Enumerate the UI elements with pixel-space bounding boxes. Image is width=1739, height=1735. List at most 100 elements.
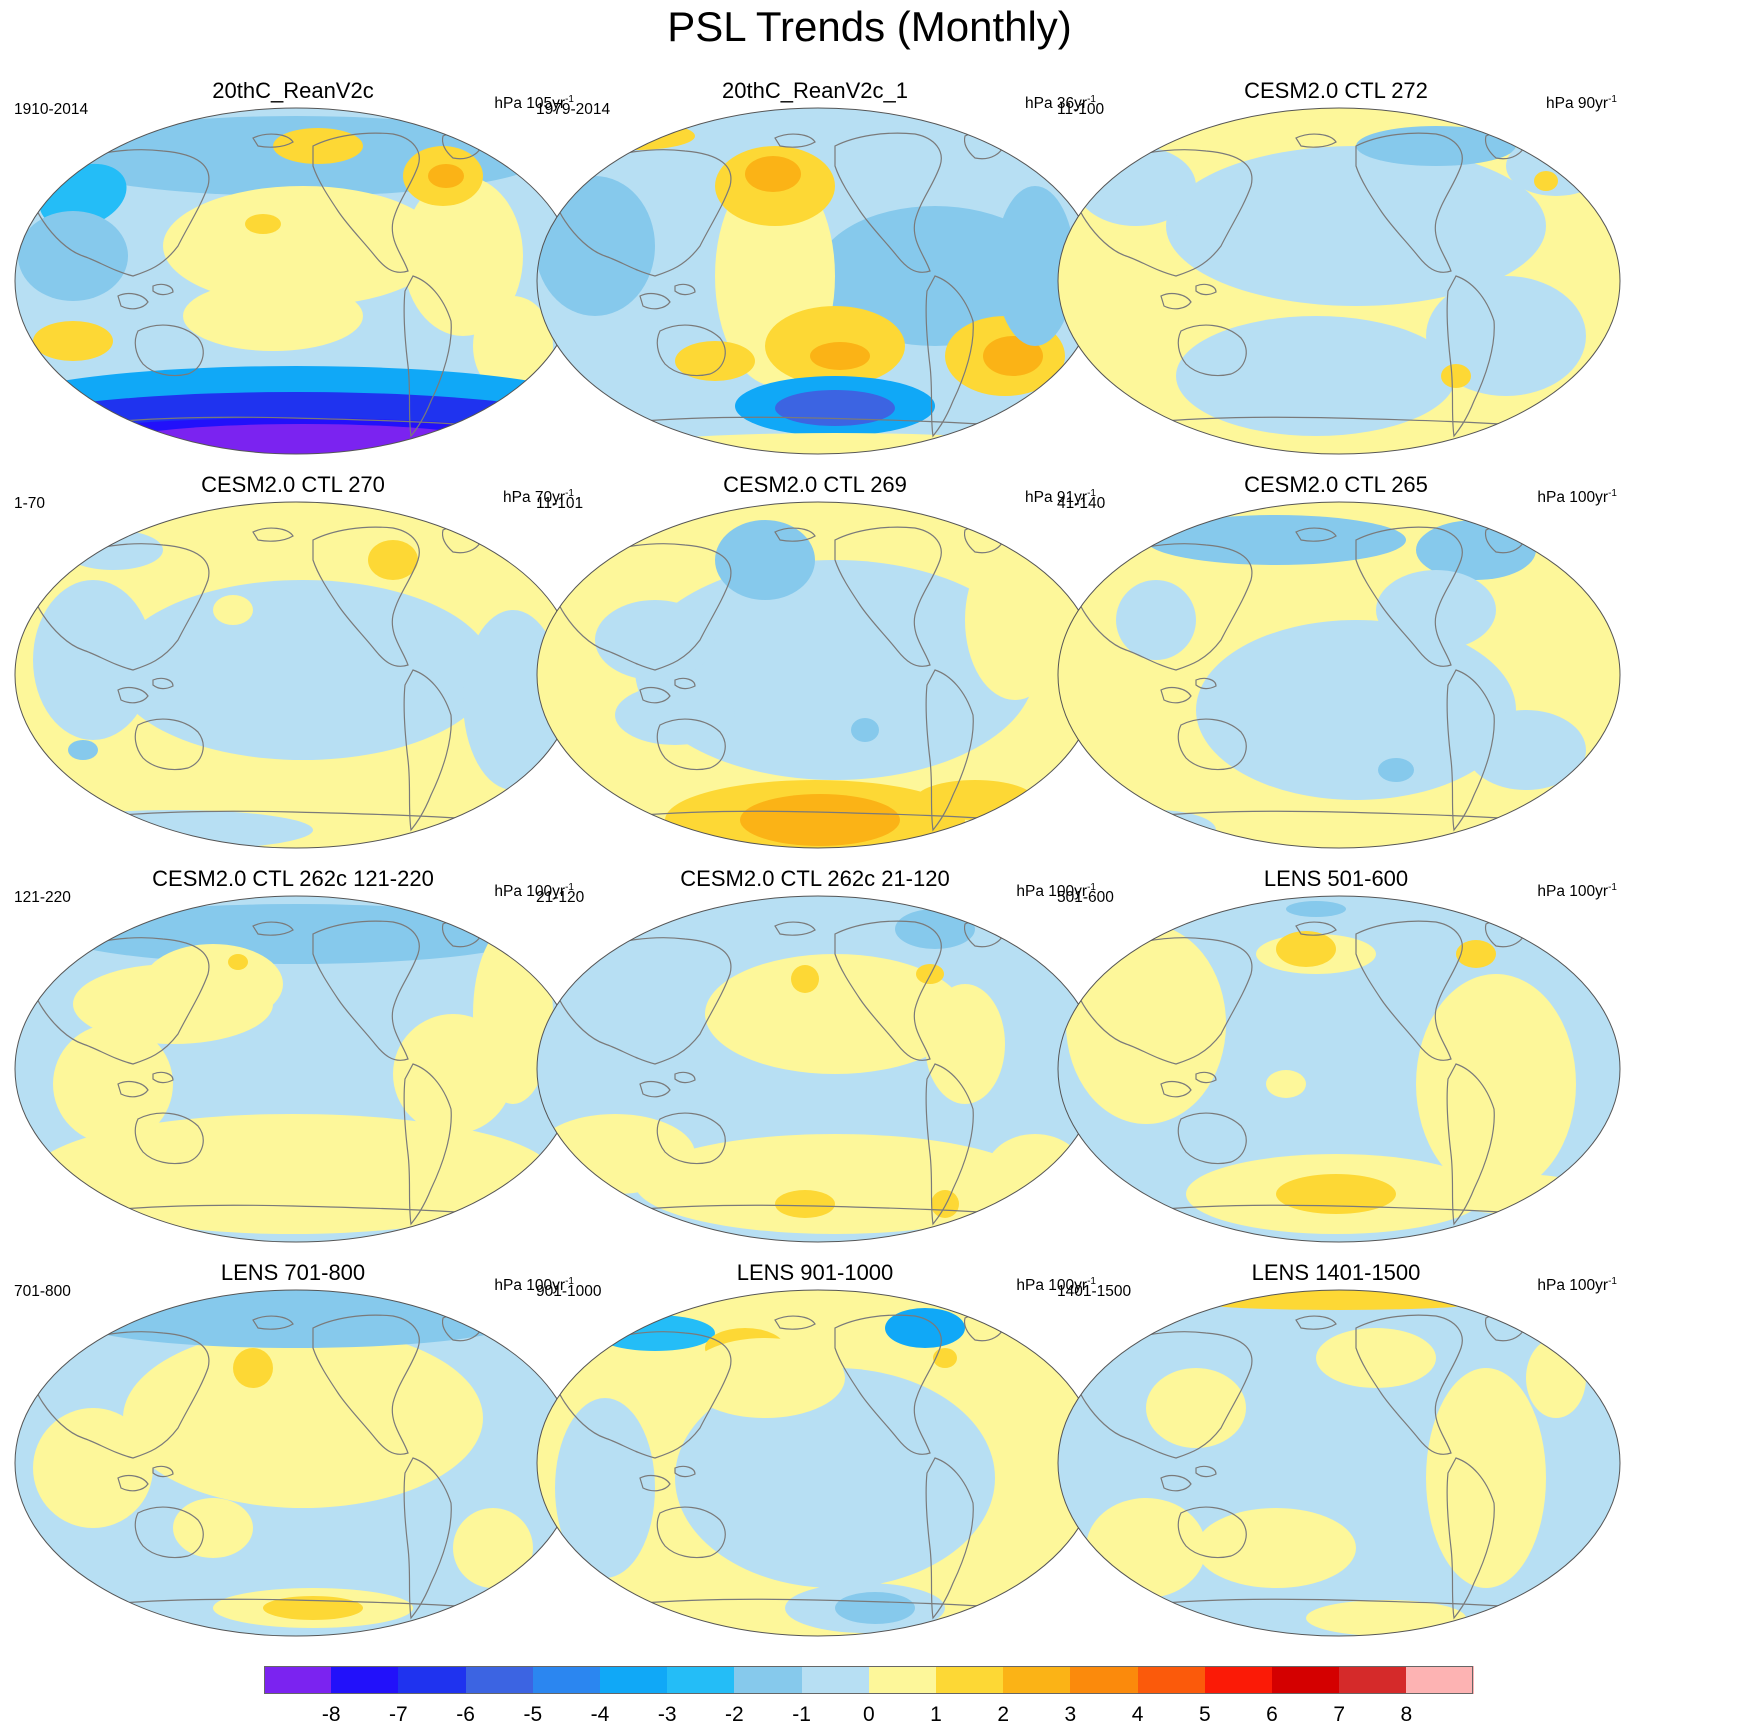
colorbar-box: [465, 1666, 533, 1694]
anomaly-region: [705, 954, 965, 1074]
colorbar-tick-label: -3: [657, 1703, 677, 1726]
coastline: [1446, 1457, 1495, 1620]
coastline: [639, 292, 671, 310]
anomaly-region: [1436, 1174, 1596, 1214]
units-text: hPa 105yr: [494, 95, 566, 112]
colorbar: [264, 1666, 1474, 1696]
anomaly-region: [1146, 515, 1406, 565]
anomaly-region: [183, 281, 363, 351]
map-panel: CESM2.0 CTL 269 11-101 hPa 91yr-1: [526, 472, 1104, 862]
world-map: [536, 1289, 1100, 1637]
anomaly-region: [775, 1190, 835, 1218]
colorbar-tick-label: 3: [1064, 1703, 1077, 1726]
units-exponent: -1: [1087, 94, 1096, 105]
coastline: [1446, 275, 1495, 438]
coastline: [1160, 292, 1192, 310]
anomaly-region: [1176, 316, 1456, 436]
anomaly-region: [1286, 901, 1346, 917]
coastline: [1177, 324, 1247, 377]
panel-period: 1979-2014: [536, 101, 611, 118]
panel-period: 11-100: [1057, 101, 1105, 118]
coastline: [403, 275, 452, 438]
coastline: [639, 1080, 671, 1098]
anomaly-region: [537, 176, 655, 316]
coastline: [117, 686, 149, 704]
units-exponent: -1: [1608, 1276, 1617, 1287]
units-exponent: -1: [565, 488, 574, 499]
panel-units: hPa 100yr-1: [494, 1276, 574, 1298]
units-text: hPa 100yr: [494, 883, 566, 900]
anomaly-region: [615, 685, 735, 745]
colorbar-box: [868, 1666, 936, 1694]
panel-period: 1910-2014: [14, 101, 89, 118]
anomaly-region: [685, 1338, 845, 1418]
colorbar-box: [264, 1666, 332, 1694]
panel-units: hPa 36yr-1: [1025, 94, 1096, 116]
map-panel: CESM2.0 CTL 262c 21-120 21-120 hPa 100yr-1: [526, 866, 1104, 1256]
coastline: [656, 324, 726, 377]
units-exponent: -1: [1608, 94, 1617, 105]
anomaly-region: [1426, 276, 1586, 396]
coastline: [1177, 718, 1247, 771]
anomaly-region: [1116, 580, 1196, 660]
map-panel: CESM2.0 CTL 262c 121-220 121-220 hPa 100yr…: [4, 866, 582, 1256]
anomaly-region: [1196, 1508, 1356, 1588]
map-panel: 20thC_ReanV2c 1910-2014 hPa 105yr-1: [4, 78, 582, 468]
panel-units: hPa 100yr-1: [1537, 882, 1617, 904]
colorbar-tick-label: 6: [1266, 1703, 1278, 1726]
anomaly-region: [213, 595, 253, 625]
world-map: [536, 107, 1100, 455]
anomaly-region: [885, 1308, 965, 1348]
colorbar-box: [1137, 1666, 1205, 1694]
anomaly-region: [1276, 1174, 1396, 1214]
panel-title: LENS 501-600: [1263, 866, 1409, 891]
world-map: [1057, 1289, 1621, 1637]
coastline: [30, 543, 210, 671]
coastline: [403, 669, 452, 832]
anomaly-region: [965, 540, 1065, 700]
anomaly-region: [740, 794, 900, 846]
anomaly-region: [1276, 931, 1336, 967]
anomaly-region: [1376, 570, 1496, 650]
panel-title: 20thC_ReanV2c_1: [722, 78, 908, 103]
coastline: [1446, 669, 1495, 832]
units-exponent: -1: [1087, 1276, 1096, 1287]
anomaly-region: [1096, 810, 1216, 848]
anomaly-region: [228, 954, 248, 970]
coastline: [834, 1314, 942, 1455]
units-text: hPa 91yr: [1025, 489, 1088, 506]
anomaly-region: [33, 321, 113, 361]
coastline: [1177, 1506, 1247, 1559]
anomaly-region: [1526, 1338, 1586, 1418]
coastline: [594, 1598, 1036, 1611]
coastline: [1115, 810, 1557, 823]
anomaly-region: [68, 740, 98, 760]
map-border: [1057, 501, 1621, 849]
anomaly-region: [453, 1508, 533, 1588]
anomaly-region: [123, 1328, 483, 1508]
coastline: [1295, 921, 1337, 936]
anomaly-region: [575, 122, 695, 150]
anomaly-region: [33, 1408, 153, 1528]
panel-units: hPa 100yr-1: [494, 882, 574, 904]
coastline: [656, 1112, 726, 1165]
coastline: [774, 527, 816, 542]
coastline: [552, 937, 732, 1065]
colorbar-box: [532, 1666, 600, 1694]
anomaly-region: [263, 1596, 363, 1620]
colorbar-tick-label: -1: [792, 1703, 811, 1726]
anomaly-region: [1316, 1328, 1436, 1388]
coastline: [1295, 1315, 1337, 1330]
coastline: [1073, 1331, 1253, 1459]
panel-units: hPa 100yr-1: [1537, 488, 1617, 510]
anomaly-region: [53, 1024, 173, 1144]
coastline: [552, 1331, 732, 1459]
panel-title: CESM2.0 CTL 262c 21-120: [680, 866, 950, 891]
anomaly-region: [1426, 1368, 1546, 1588]
colorbar-box: [667, 1666, 735, 1694]
coastline: [1355, 132, 1463, 273]
anomaly-region: [103, 424, 503, 454]
map-panel: LENS 501-600 501-600 hPa 100yr-1: [1047, 866, 1625, 1256]
anomaly-region: [1306, 1600, 1466, 1636]
world-map: [1057, 895, 1621, 1243]
